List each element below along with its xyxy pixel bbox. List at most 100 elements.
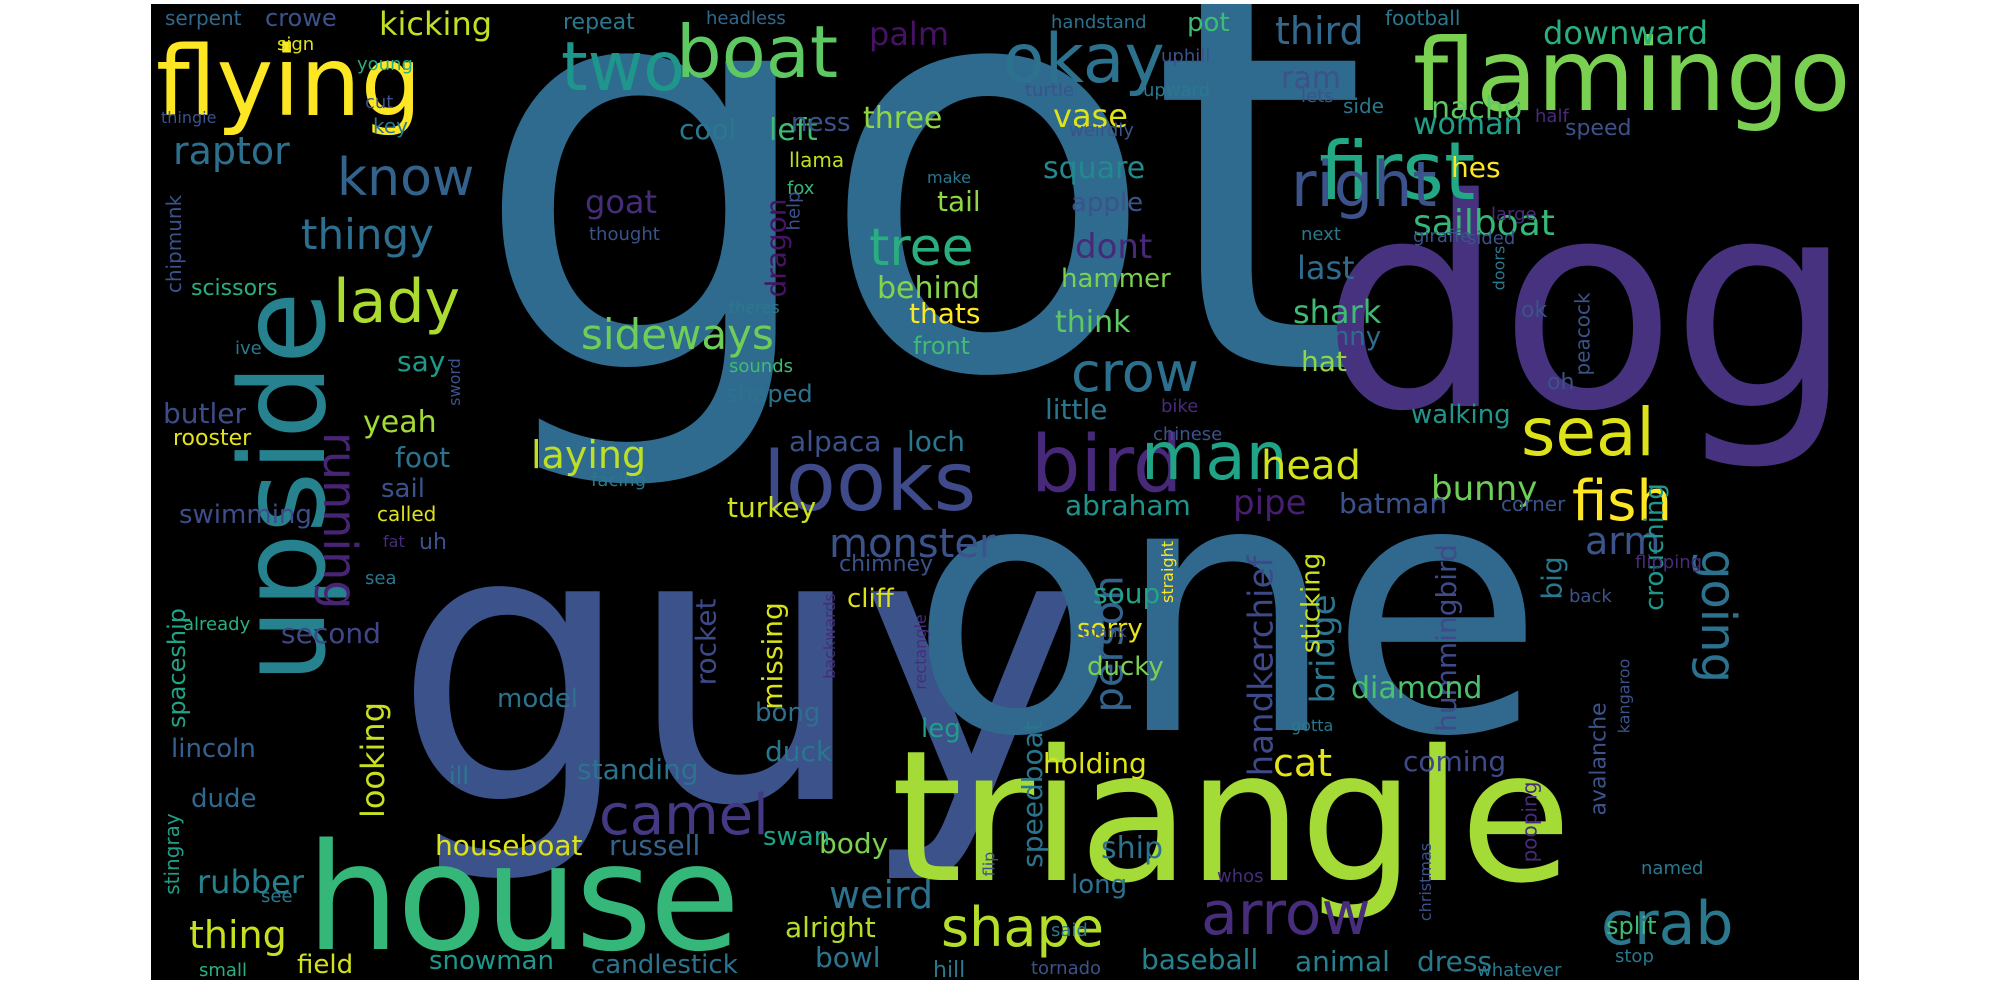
word-bike: bike (1161, 396, 1199, 417)
word-sailboat: sailboat (1413, 203, 1555, 244)
word-hat: hat (1301, 345, 1347, 378)
word-avalanche: avalanche (1586, 702, 1612, 816)
word-pipe: pipe (1233, 483, 1307, 523)
word-tail: tail (937, 185, 981, 218)
word-alpaca: alpaca (789, 425, 882, 458)
word-thing: thing (189, 913, 287, 957)
word-called: called (377, 502, 437, 526)
word-one: one (909, 405, 1544, 813)
word-seal: seal (1521, 394, 1655, 471)
word-alright: alright (785, 911, 876, 944)
word-square: square (1043, 151, 1146, 186)
word-two: two (561, 28, 685, 107)
word-holding: holding (1043, 747, 1147, 780)
word-peacock: peacock (1570, 292, 1595, 376)
word-oh: oh (1547, 370, 1575, 395)
word-chinese: chinese (1153, 424, 1223, 445)
word-cloud: got guy one dog triangle house upside fl… (151, 4, 1859, 980)
word-camel: camel (599, 783, 769, 848)
word-man: man (1141, 418, 1288, 495)
word-apple: apple (1071, 188, 1144, 218)
word-body: body (819, 827, 889, 860)
word-rubber: rubber (197, 863, 304, 901)
word-dont: dont (1075, 227, 1153, 267)
word-thingie: thingie (161, 108, 217, 127)
word-downward: downward (1543, 14, 1709, 52)
word-rocket: rocket (689, 598, 723, 686)
word-sticking: sticking (1296, 552, 1327, 654)
word-diamond: diamond (1351, 671, 1483, 706)
word-said: said (1051, 920, 1088, 941)
word-ive: ive (235, 338, 262, 359)
word-next: next (1301, 224, 1341, 245)
word-named: named (1641, 858, 1704, 879)
word-headless: headless (706, 8, 786, 29)
word-russell: russell (609, 829, 701, 862)
word-boat: boat (676, 10, 839, 94)
word-flipping: flipping (1635, 552, 1703, 573)
word-weirdly: weirdly (1069, 120, 1134, 141)
word-head: head (1261, 443, 1361, 489)
word-three: three (863, 101, 943, 136)
word-ness: ness (791, 108, 851, 138)
word-ducky: ducky (1087, 652, 1164, 682)
word-standing: standing (577, 753, 699, 786)
word-help: help (783, 191, 805, 231)
word-front: front (913, 332, 971, 360)
word-tornado: tornado (1031, 958, 1102, 979)
word-looks: looks (763, 435, 977, 530)
word-hes: hes (1451, 151, 1501, 184)
word-field: field (297, 950, 354, 980)
word-flying: flying (156, 26, 422, 138)
word-little: little (1045, 393, 1108, 426)
word-palm: palm (869, 15, 949, 53)
word-left: left (769, 113, 818, 148)
word-ill: ill (449, 762, 470, 790)
word-got: got (471, 4, 1369, 500)
word-monster: monster (829, 521, 996, 567)
word-thats: thats (909, 297, 981, 330)
word-sided: sided (1467, 228, 1516, 249)
word-rectangle: rectangle (910, 614, 930, 690)
word-running: running (313, 432, 367, 610)
word-small: small (199, 960, 247, 980)
word-kicking: kicking (379, 5, 493, 43)
word-butler: butler (163, 397, 247, 430)
word-candlestick: candlestick (591, 950, 738, 980)
word-whos: whos (1217, 866, 1264, 887)
word-third: third (1275, 9, 1364, 53)
word-fat: fat (383, 532, 405, 551)
word-okay: okay (1003, 20, 1165, 99)
word-giraffe: giraffe (1413, 226, 1472, 247)
word-say: say (397, 345, 446, 378)
word-crowe: crowe (265, 4, 337, 32)
word-key: key (373, 114, 409, 138)
word-house: house (306, 812, 740, 980)
word-speedboat: speedboat (1015, 720, 1049, 868)
word-handstand: handstand (1051, 12, 1147, 33)
word-leg: leg (921, 714, 961, 744)
word-soup: soup (1093, 577, 1161, 610)
word-swimming: swimming (179, 500, 312, 530)
word-see: see (261, 886, 293, 907)
word-football: football (1385, 6, 1461, 30)
word-uphill: uphill (1161, 46, 1211, 67)
word-llama: llama (789, 148, 845, 172)
word-corner: corner (1501, 492, 1566, 516)
word-dog: dog (1321, 138, 1855, 475)
word-cool: cool (679, 113, 737, 146)
word-second: second (281, 617, 381, 650)
word-foot: foot (395, 441, 451, 474)
word-houseboat: houseboat (435, 829, 583, 862)
word-turtle: turtle (1025, 80, 1074, 101)
word-christmas: christmas (1416, 842, 1436, 922)
word-upward: upward (1143, 80, 1211, 101)
word-raptor: raptor (173, 129, 290, 173)
word-lincoln: lincoln (171, 734, 256, 764)
word-big: big (1535, 556, 1569, 600)
word-back: back (1569, 586, 1612, 607)
word-looking: looking (354, 701, 393, 819)
word-ram: ram (1281, 61, 1341, 96)
word-chipmunk: chipmunk (162, 194, 187, 294)
word-crow: crow (1071, 341, 1199, 404)
